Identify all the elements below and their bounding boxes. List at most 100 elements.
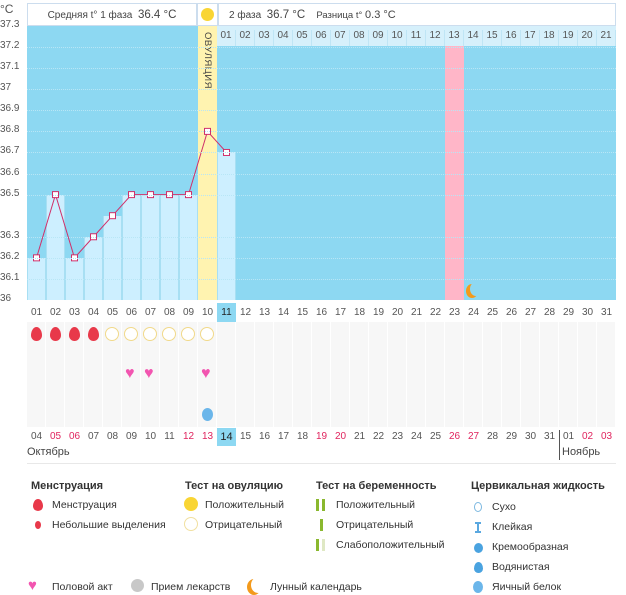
cycle-day[interactable]: 30 — [581, 307, 594, 318]
negative-ovulation-test-icon[interactable] — [124, 327, 138, 341]
calendar-date[interactable]: 29 — [505, 431, 518, 442]
cycle-day[interactable]: 28 — [543, 307, 556, 318]
legend-cervical-eggwhite: Яичный белок — [492, 581, 562, 593]
cycle-day[interactable]: 23 — [448, 307, 461, 318]
calendar-date[interactable]: 07 — [87, 431, 100, 442]
cycle-day[interactable]: 22 — [429, 307, 442, 318]
cycle-day[interactable]: 19 — [372, 307, 385, 318]
heart-icon[interactable]: ♥ — [125, 365, 135, 382]
negative-ovulation-test-icon[interactable] — [105, 327, 119, 341]
heart-icon[interactable]: ♥ — [144, 365, 154, 382]
cycle-day[interactable]: 01 — [30, 307, 43, 318]
cycle-day[interactable]: 10 — [201, 307, 214, 318]
calendar-date[interactable]: 08 — [106, 431, 119, 442]
temperature-bar — [179, 194, 198, 300]
cycle-day[interactable]: 05 — [106, 307, 119, 318]
calendar-date[interactable]: 26 — [448, 431, 461, 442]
temperature-bar — [141, 194, 160, 300]
calendar-date[interactable]: 15 — [239, 431, 252, 442]
negative-ovulation-test-icon[interactable] — [162, 327, 176, 341]
cycle-day[interactable]: 11 — [217, 303, 236, 322]
temperature-chart[interactable]: ОВУЛЯЦИЯ 01 02 03 04 05 06 07 08 09 10 11 12 13 14 15 1… — [27, 26, 616, 300]
drop-icon[interactable] — [88, 327, 99, 341]
cycle-day[interactable]: 26 — [505, 307, 518, 318]
gridline — [27, 110, 616, 112]
calendar-date[interactable]: 24 — [410, 431, 423, 442]
calendar-date[interactable]: 31 — [543, 431, 556, 442]
cycle-day[interactable]: 24 — [467, 307, 480, 318]
calendar-date[interactable]: 14 — [217, 428, 236, 446]
cycle-day[interactable]: 21 — [410, 307, 423, 318]
temperature-point[interactable] — [109, 212, 116, 220]
calendar-date[interactable]: 09 — [125, 431, 138, 442]
cycle-day[interactable]: 20 — [391, 307, 404, 318]
phase2-day: 03 — [255, 30, 274, 46]
cycle-day[interactable]: 31 — [600, 307, 613, 318]
calendar-date[interactable]: 05 — [49, 431, 62, 442]
calendar-date[interactable]: 17 — [277, 431, 290, 442]
calendar-date[interactable]: 19 — [315, 431, 328, 442]
day-grid — [27, 322, 616, 427]
phase2-day: 11 — [407, 30, 426, 46]
drop-icon[interactable] — [69, 327, 80, 341]
cycle-day[interactable]: 18 — [353, 307, 366, 318]
calendar-date[interactable]: 10 — [144, 431, 157, 442]
drop-icon[interactable] — [31, 327, 42, 341]
heart-icon[interactable]: ♥ — [201, 365, 211, 382]
gridline — [27, 257, 616, 259]
egg-white-icon[interactable] — [202, 408, 213, 421]
heart-icon: ♥ — [28, 577, 37, 594]
y-tick: 37.2 — [0, 40, 20, 52]
cycle-day[interactable]: 27 — [524, 307, 537, 318]
calendar-date[interactable]: 21 — [353, 431, 366, 442]
cycle-day[interactable]: 04 — [87, 307, 100, 318]
calendar-date[interactable]: 25 — [429, 431, 442, 442]
calendar-date[interactable]: 27 — [467, 431, 480, 442]
cycle-day[interactable]: 03 — [68, 307, 81, 318]
cycle-day[interactable]: 08 — [163, 307, 176, 318]
legend-pregtest-negative: Отрицательный — [336, 519, 414, 531]
highlighted-day-column — [445, 26, 464, 300]
y-tick: 36.2 — [0, 250, 20, 262]
cycle-day[interactable]: 02 — [49, 307, 62, 318]
phase2-day: 19 — [559, 30, 578, 46]
calendar-date[interactable]: 03 — [600, 431, 613, 442]
legend-cervical-sticky: Клейкая — [492, 521, 533, 533]
calendar-date[interactable]: 01 — [562, 431, 575, 442]
cycle-day[interactable]: 09 — [182, 307, 195, 318]
cycle-day[interactable]: 17 — [334, 307, 347, 318]
cycle-day[interactable]: 07 — [144, 307, 157, 318]
phase2-day: 05 — [293, 30, 312, 46]
cycle-day[interactable]: 13 — [258, 307, 271, 318]
cycle-day[interactable]: 15 — [296, 307, 309, 318]
calendar-date[interactable]: 20 — [334, 431, 347, 442]
temperature-bar — [84, 236, 103, 300]
calendar-date[interactable]: 28 — [486, 431, 499, 442]
negative-ovulation-test-icon[interactable] — [143, 327, 157, 341]
calendar-date[interactable]: 06 — [68, 431, 81, 442]
calendar-date[interactable]: 23 — [391, 431, 404, 442]
cycle-day[interactable]: 16 — [315, 307, 328, 318]
negative-ovulation-test-icon[interactable] — [200, 327, 214, 341]
cycle-day[interactable]: 06 — [125, 307, 138, 318]
drop-icon[interactable] — [50, 327, 61, 341]
cycle-day[interactable]: 25 — [486, 307, 499, 318]
phase2-day: 21 — [597, 30, 616, 46]
calendar-date[interactable]: 22 — [372, 431, 385, 442]
calendar-date[interactable]: 02 — [581, 431, 594, 442]
calendar-date[interactable]: 18 — [296, 431, 309, 442]
calendar-date[interactable]: 11 — [164, 431, 175, 442]
calendar-date[interactable]: 16 — [258, 431, 271, 442]
calendar-date[interactable]: 13 — [201, 431, 214, 442]
negative-ovulation-test-icon[interactable] — [181, 327, 195, 341]
calendar-date[interactable]: 12 — [182, 431, 195, 442]
cycle-day[interactable]: 29 — [562, 307, 575, 318]
cycle-day[interactable]: 14 — [277, 307, 290, 318]
calendar-date[interactable]: 04 — [30, 431, 43, 442]
gridline — [27, 173, 616, 175]
diff-label: Разница t° — [316, 10, 363, 21]
gridline — [27, 47, 616, 49]
cycle-day[interactable]: 12 — [239, 307, 252, 318]
phase2-day: 18 — [540, 30, 559, 46]
calendar-date[interactable]: 30 — [524, 431, 537, 442]
